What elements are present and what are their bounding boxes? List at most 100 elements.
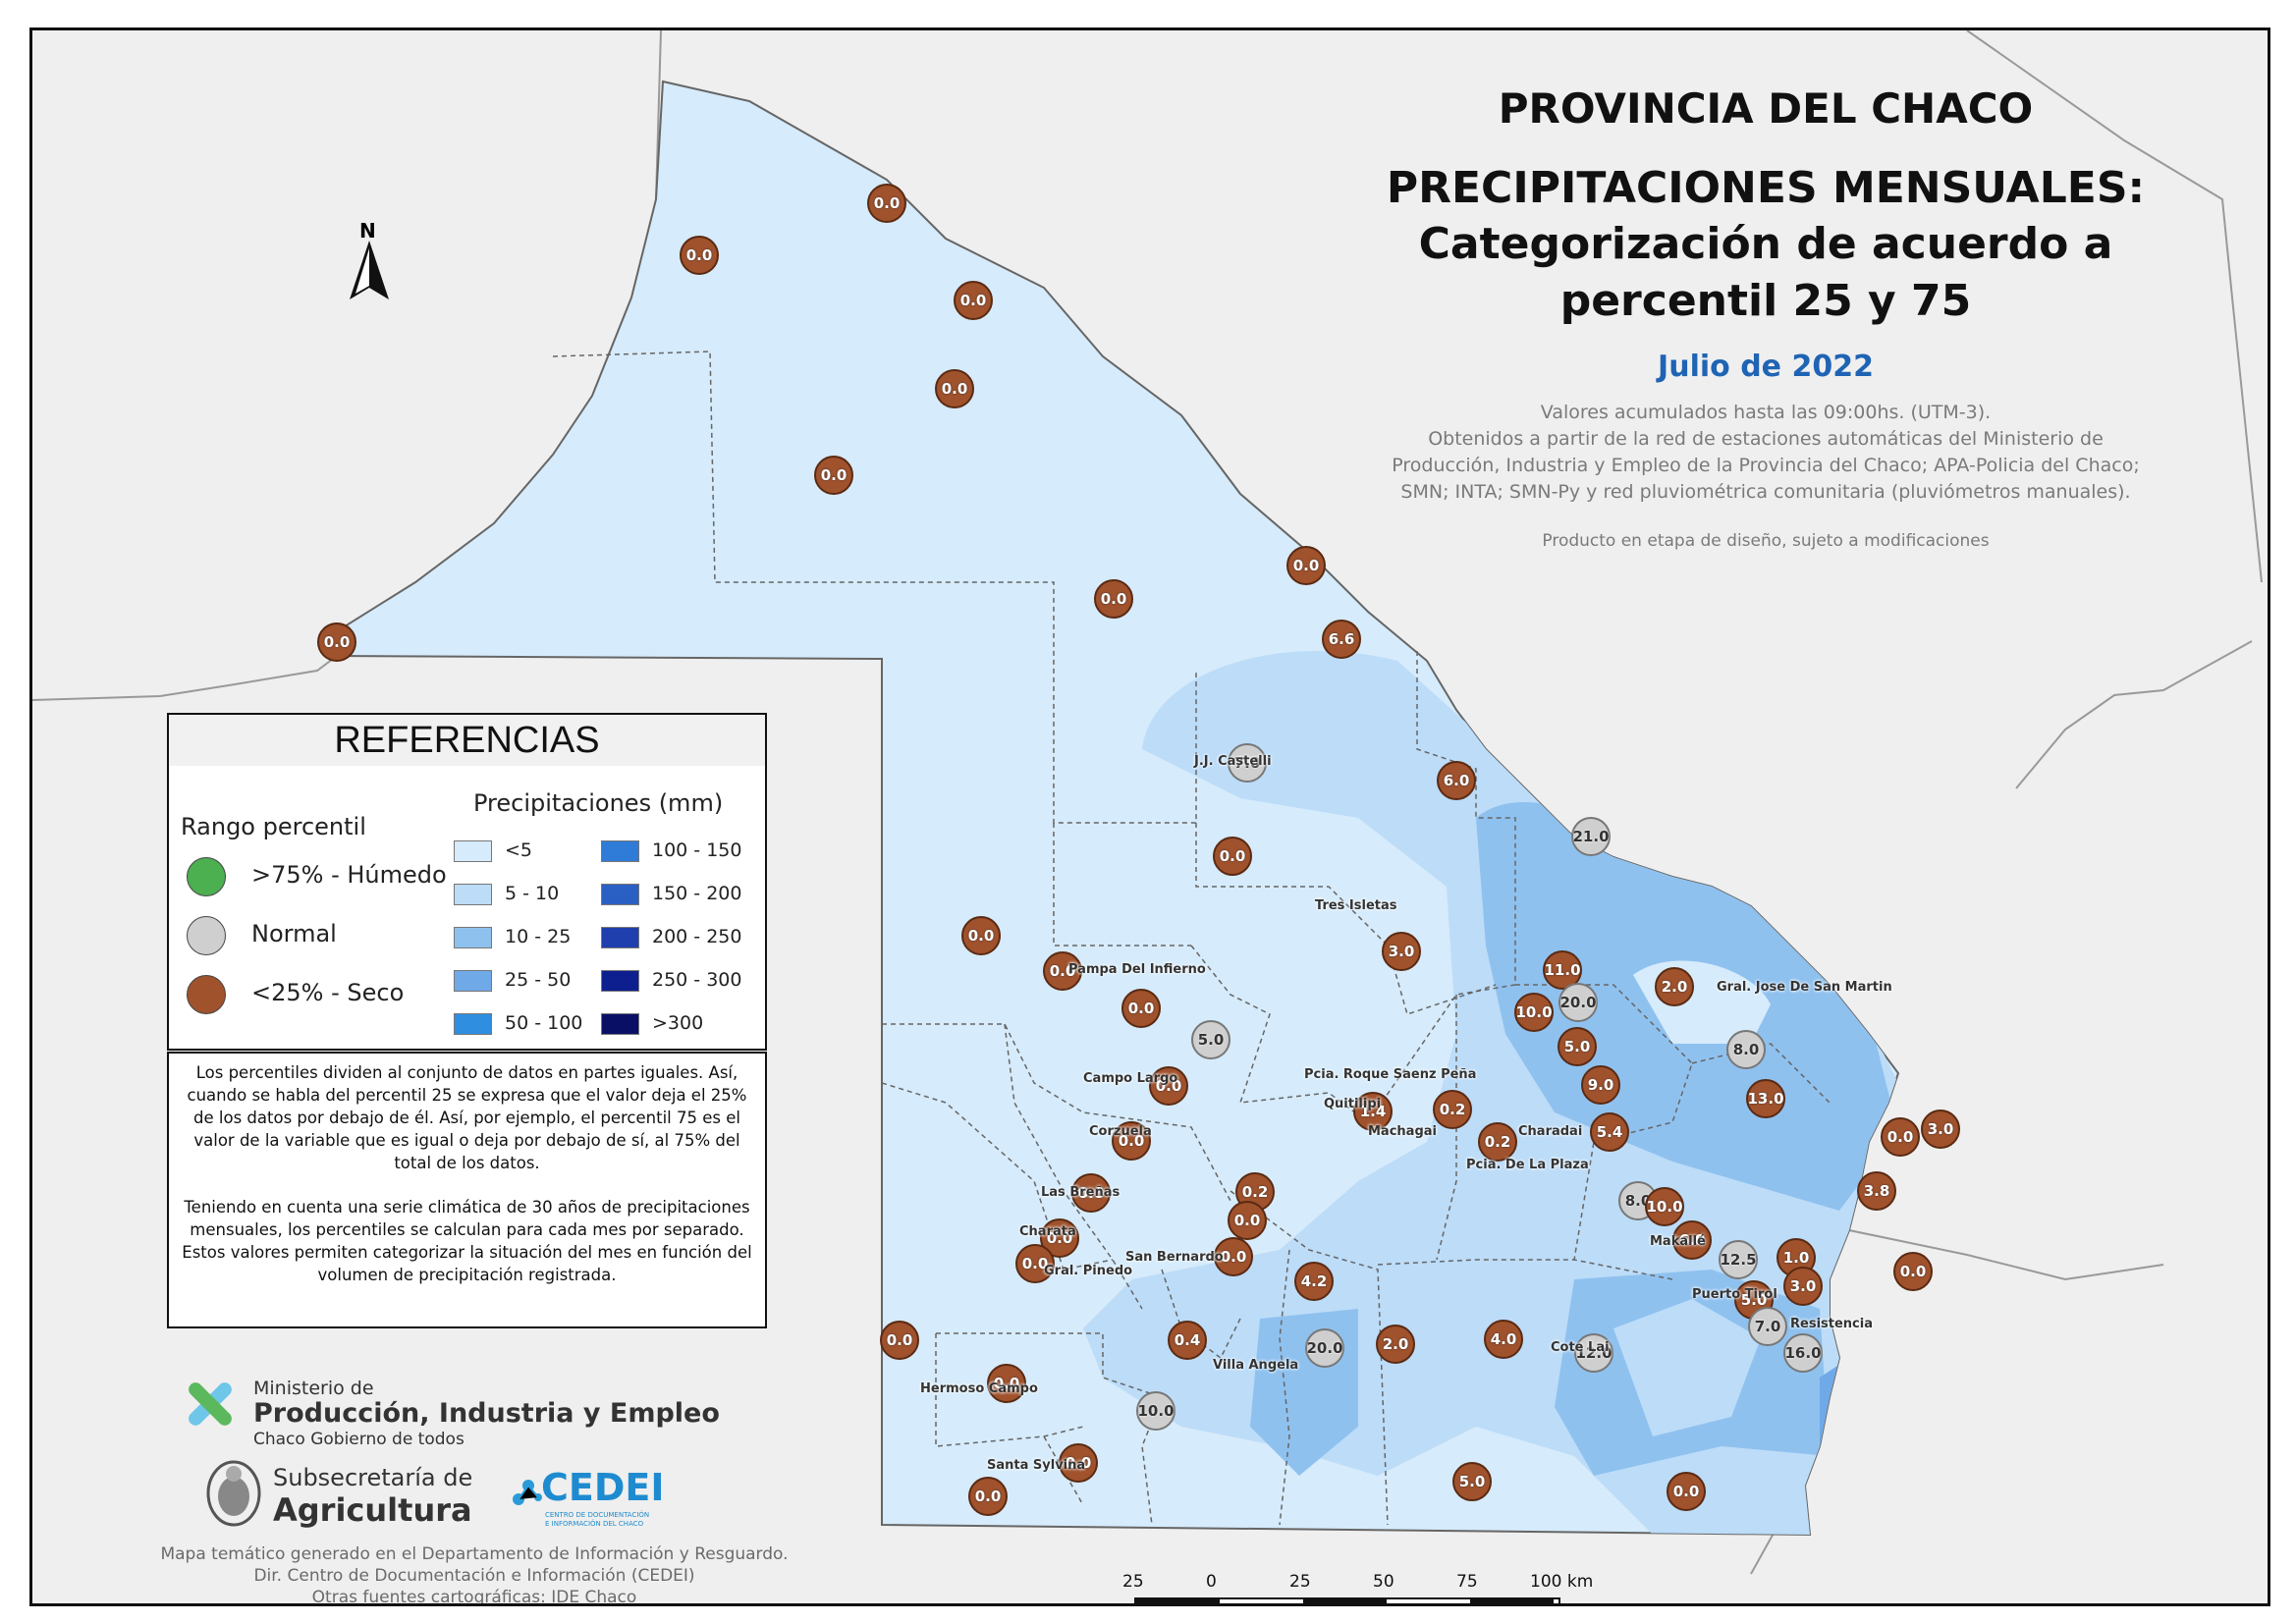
station-value: 0.0 <box>1100 590 1127 608</box>
precip-label: 250 - 300 <box>652 969 742 991</box>
precip-label: <5 <box>505 839 533 861</box>
department-boundaries <box>552 351 1831 1526</box>
precip-swatch <box>601 970 639 992</box>
station-value: 0.0 <box>1886 1128 1914 1146</box>
station-marker: 13.0 <box>1746 1079 1785 1118</box>
subtitle-line3: Producción, Industria y Empleo de la Pro… <box>1392 455 2140 476</box>
station-value: 4.0 <box>1490 1330 1517 1348</box>
subsec-big: Agricultura <box>273 1491 472 1529</box>
scale-bar <box>1134 1597 1560 1603</box>
station-value: 20.0 <box>1559 994 1597 1011</box>
station-value: 12.0 <box>1575 1344 1613 1362</box>
cedei-icon <box>509 1472 548 1515</box>
station-value: 5.0 <box>1197 1031 1225 1049</box>
precip-label: 150 - 200 <box>652 883 742 904</box>
place-label: Villa Angela <box>1213 1358 1299 1373</box>
place-label: Resistencia <box>1790 1317 1873 1331</box>
station-marker: 10.0 <box>1645 1187 1684 1226</box>
title-line4: percentil 25 y 75 <box>1559 276 1972 326</box>
place-label: Corzuela <box>1089 1124 1152 1139</box>
station-marker: 0.0 <box>961 916 1001 955</box>
place-label: Gral. Pinedo <box>1044 1264 1133 1278</box>
percentile-swatch <box>187 857 226 896</box>
scale-label: 0 <box>1206 1572 1217 1592</box>
ministry-big: Producción, Industria y Empleo <box>253 1398 720 1429</box>
place-label: Pcia. De La Plaza <box>1466 1158 1589 1172</box>
station-marker: 5.0 <box>1191 1020 1230 1059</box>
station-marker: 0.0 <box>880 1321 919 1360</box>
percentile-label: Normal <box>251 920 337 947</box>
precip-swatch <box>454 884 492 905</box>
station-value: 0.0 <box>941 380 968 398</box>
station-value: 0.0 <box>1219 847 1246 865</box>
precip-label: 5 - 10 <box>505 883 560 904</box>
station-value: 0.2 <box>1484 1133 1511 1151</box>
station-marker: 3.8 <box>1857 1171 1896 1211</box>
station-marker: 10.0 <box>1136 1391 1175 1431</box>
ministry-small: Ministerio de <box>253 1378 374 1399</box>
station-marker: 3.0 <box>1921 1109 1960 1149</box>
station-value: 0.0 <box>993 1375 1020 1392</box>
place-label: Charadai <box>1518 1124 1583 1139</box>
legend-box: REFERENCIAS Rango percentil Precipitacio… <box>167 713 767 1051</box>
station-marker: 12.5 <box>1719 1240 1758 1279</box>
station-value: 0.0 <box>820 466 847 484</box>
station-marker: 7.0 <box>1748 1307 1787 1346</box>
station-value: 0.0 <box>1021 1255 1049 1272</box>
station-value: 21.0 <box>1572 828 1610 845</box>
station-value: 0.0 <box>685 246 713 264</box>
station-marker: 0.0 <box>1667 1472 1706 1511</box>
station-value: 5.4 <box>1596 1123 1623 1141</box>
place-label: Gral. Jose De San Martin <box>1717 980 1892 995</box>
percentile-title: Rango percentil <box>181 813 366 840</box>
station-value: 0.0 <box>323 633 351 651</box>
station-value: 16.0 <box>1784 1344 1822 1362</box>
station-value: 0.0 <box>1118 1132 1145 1150</box>
title-line3: Categorización de acuerdo a <box>1418 219 2113 269</box>
cedei-logo: CEDEI <box>541 1466 665 1509</box>
north-label: N <box>359 219 376 243</box>
ministry-tag: Chaco Gobierno de todos <box>253 1430 465 1449</box>
place-label: Las Breñas <box>1041 1185 1121 1200</box>
station-marker: 0.0 <box>867 184 906 223</box>
place-label: Makallé <box>1650 1234 1706 1249</box>
title-period: Julio de 2022 <box>1658 350 1874 384</box>
station-value: 0.0 <box>1046 1229 1073 1247</box>
precip-label: 25 - 50 <box>505 969 572 991</box>
precip-swatch <box>454 927 492 948</box>
station-marker: 0.0 <box>1071 1173 1111 1213</box>
neighbor-borders <box>32 30 2263 1575</box>
station-marker: 5.4 <box>1590 1112 1629 1152</box>
station-marker: 2.0 <box>1376 1325 1415 1364</box>
precip-swatch <box>454 970 492 992</box>
station-marker: 0.0 <box>1112 1121 1151 1161</box>
north-arrow-icon <box>350 241 389 299</box>
station-marker: 0.0 <box>1881 1117 1920 1157</box>
station-value: 6.6 <box>1328 630 1355 648</box>
station-marker: 0.0 <box>814 456 853 495</box>
explanation-box: Los percentiles dividen al conjunto de d… <box>167 1052 767 1328</box>
explanation-p1: Los percentiles dividen al conjunto de d… <box>187 1063 747 1172</box>
station-marker: 0.0 <box>317 622 356 662</box>
ministry-logo <box>180 1380 239 1438</box>
station-value: 5.0 <box>1563 1038 1591 1055</box>
station-marker: 0.0 <box>1893 1252 1933 1291</box>
station-marker: 0.0 <box>1043 951 1082 991</box>
place-label: Puerto Tirol <box>1692 1287 1777 1302</box>
station-value: 0.2 <box>1439 1101 1466 1118</box>
station-value: 8.0 <box>1624 1192 1652 1210</box>
station-value: 7.0 <box>1233 754 1261 772</box>
station-marker: 0.2 <box>1478 1122 1517 1162</box>
station-value: 11.0 <box>1544 961 1581 979</box>
precip-swatch <box>601 840 639 862</box>
place-label: Cote Lai <box>1551 1340 1610 1355</box>
precip-label: >300 <box>652 1012 704 1034</box>
station-marker: 5.0 <box>1452 1462 1492 1501</box>
title-province: PROVINCIA DEL CHACO <box>1498 84 2034 133</box>
station-marker: 0.0 <box>1040 1218 1079 1258</box>
cedei-tag2: E INFORMACIÓN DEL CHACO <box>545 1520 644 1528</box>
place-label: Santa Sylvina <box>987 1458 1086 1473</box>
station-value: 2.0 <box>1382 1335 1409 1353</box>
station-value: 0.0 <box>1899 1263 1927 1280</box>
percentile-swatch <box>187 975 226 1014</box>
